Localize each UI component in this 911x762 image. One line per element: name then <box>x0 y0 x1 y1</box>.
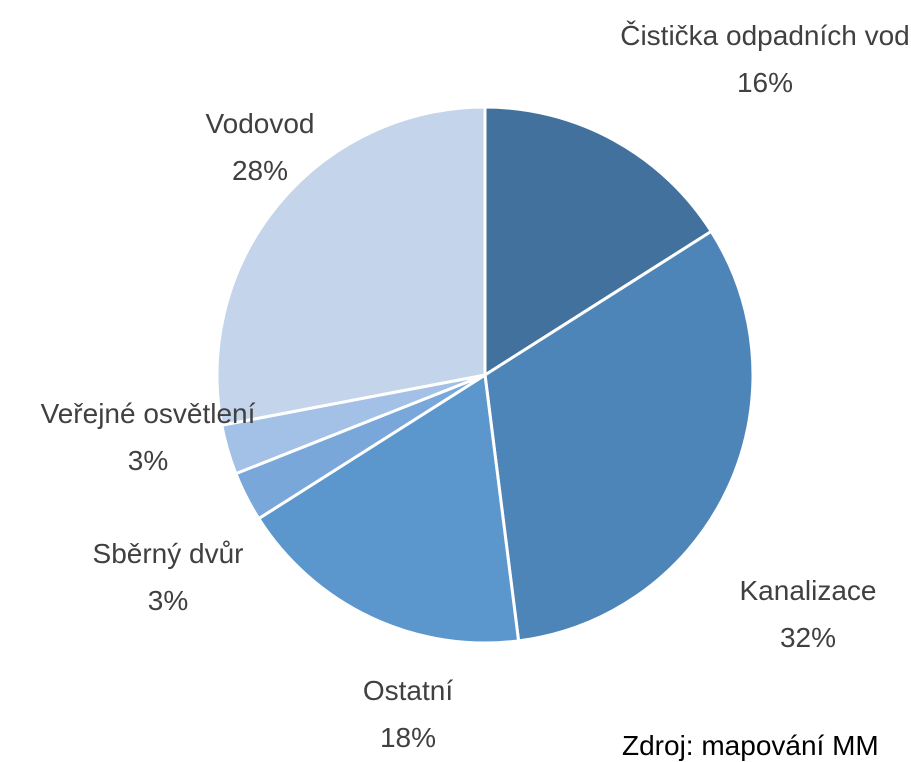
value-label: 3% <box>127 445 169 476</box>
slice-label: Kanalizace 32% <box>708 567 908 661</box>
source-note: Zdroj: mapování MM <box>622 730 879 761</box>
slice-label: Ostatní 18% <box>308 667 508 761</box>
category-label: Vodovod <box>205 108 315 139</box>
slice-label: Veřejné osvětlení 3% <box>3 390 293 484</box>
pie-slice <box>483 229 755 643</box>
pie-slice <box>483 105 714 378</box>
value-label: 28% <box>231 155 289 186</box>
category-label: Sběrný dvůr <box>92 538 244 569</box>
category-label: Kanalizace <box>739 575 877 606</box>
pie-slice <box>256 372 521 645</box>
value-label: 3% <box>147 585 189 616</box>
value-label: 18% <box>379 722 437 753</box>
value-label: 16% <box>736 67 794 98</box>
slice-label: Čistička odpadních vod 16% <box>615 12 911 106</box>
category-label: Ostatní <box>362 675 454 706</box>
value-label: 32% <box>779 622 837 653</box>
pie-slice <box>215 105 487 427</box>
slice-label: Sběrný dvůr 3% <box>48 530 288 624</box>
category-label: Veřejné osvětlení <box>40 398 256 429</box>
slice-label: Vodovod 28% <box>160 100 360 194</box>
category-label: Čistička odpadních vod <box>620 20 910 51</box>
